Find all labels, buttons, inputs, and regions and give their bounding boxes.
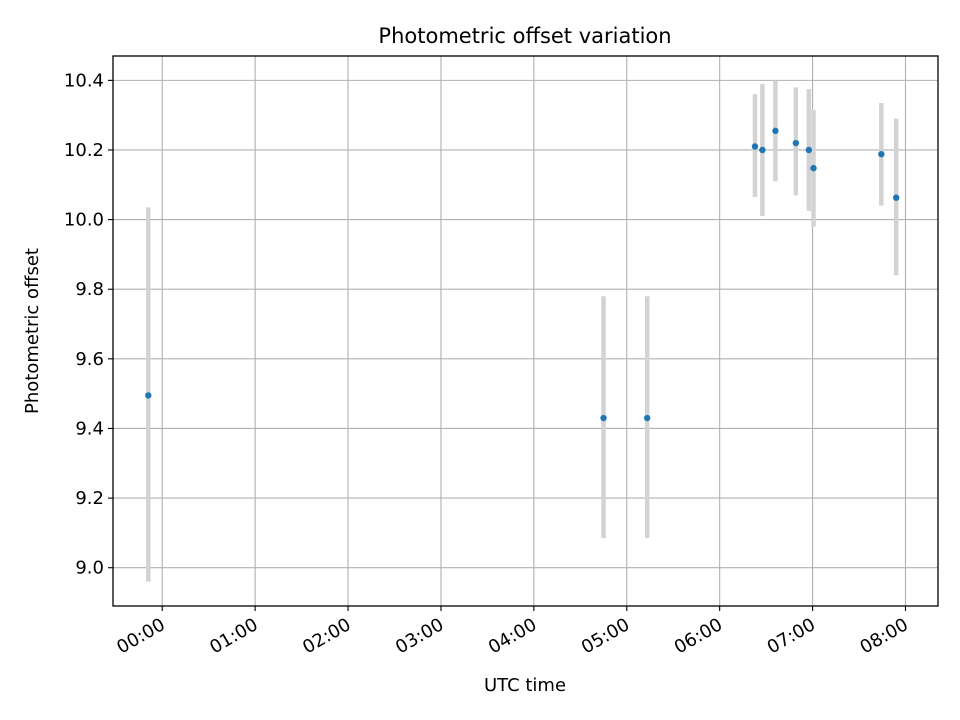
y-axis-ticks: 9.0 9.2 9.4 9.6 9.8 10.0 10.2 10.4 — [64, 70, 113, 579]
data-point-2 — [644, 414, 651, 422]
plot-frame — [112, 55, 939, 607]
data-point-5 — [772, 127, 779, 135]
y-tick-label: 10.2 — [64, 140, 104, 161]
y-tick-label: 9.4 — [75, 418, 104, 439]
grid — [113, 56, 938, 606]
x-axis-label: UTC time — [484, 675, 566, 696]
data-point-1 — [600, 414, 607, 422]
data-point-0 — [145, 392, 152, 399]
y-tick-label: 9.6 — [75, 349, 104, 370]
data-point-4 — [759, 146, 766, 154]
data-point-10 — [892, 194, 900, 201]
data-point-9 — [878, 150, 885, 158]
data-point-8 — [810, 164, 817, 172]
y-tick-label: 9.2 — [75, 488, 104, 509]
data-point-6 — [792, 139, 800, 147]
y-tick-label: 9.8 — [75, 279, 104, 300]
data-points — [145, 127, 900, 422]
chart-title: Photometric offset variation — [378, 24, 671, 48]
y-tick-label: 10.4 — [64, 70, 104, 91]
data-point-3 — [751, 143, 759, 150]
y-axis-label: Photometric offset — [22, 248, 43, 414]
data-point-7 — [805, 146, 813, 154]
y-tick-label: 9.0 — [75, 558, 104, 579]
y-tick-label: 10.0 — [64, 210, 104, 231]
